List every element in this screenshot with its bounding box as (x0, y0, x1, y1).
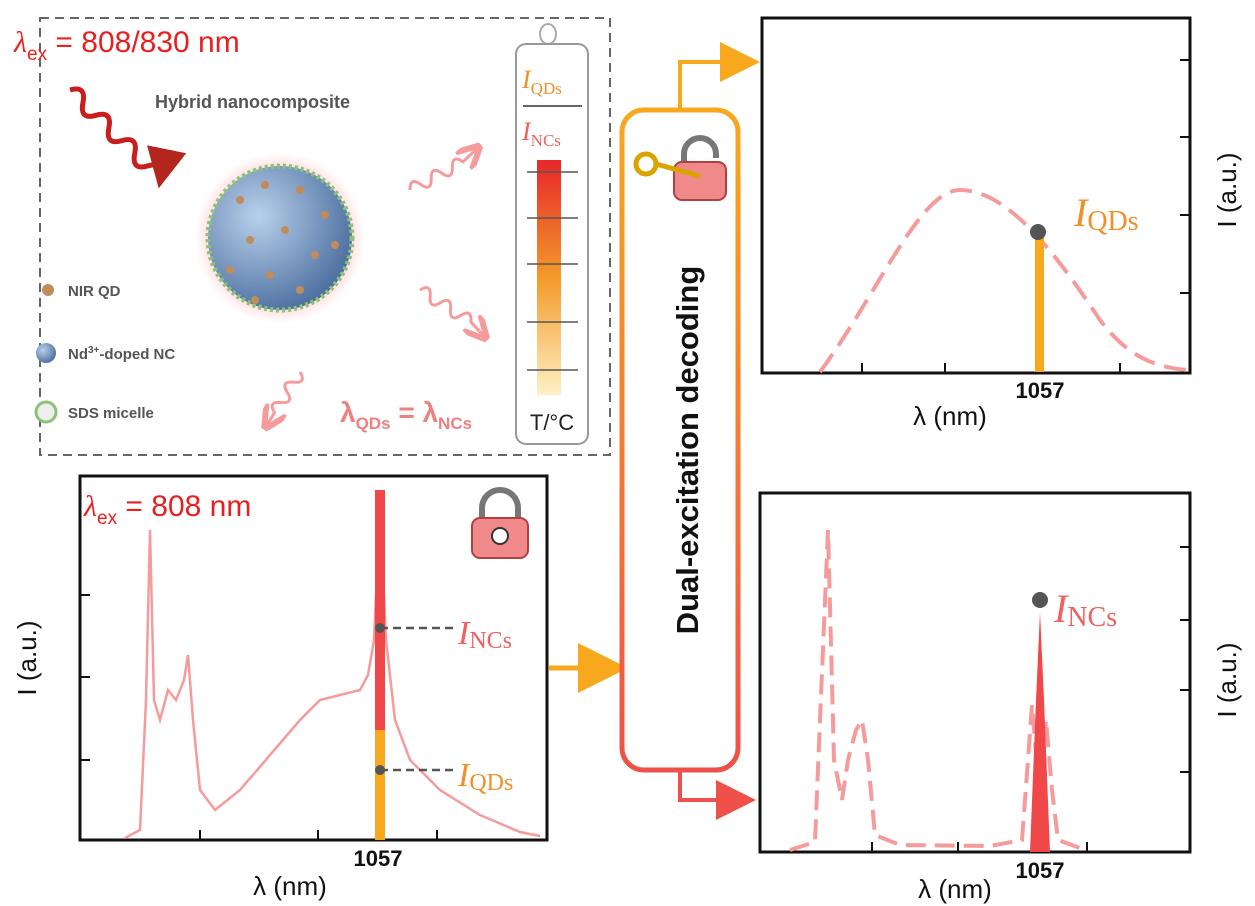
title: Hybrid nanocomposite (155, 92, 350, 112)
qds-intensity (1035, 232, 1044, 372)
equality: λQDs = λNCs (340, 397, 472, 433)
subscript: NCs (531, 131, 561, 150)
subscript: QDs (356, 414, 391, 433)
subscript: ex (97, 508, 118, 529)
x-axis-label: λ (nm) (918, 874, 992, 904)
thermo-label: T/°C (530, 410, 574, 435)
symbol: λ (422, 397, 438, 428)
x-axis-label: λ (nm) (913, 401, 987, 431)
y-axis-label: I (a.u.) (1212, 152, 1242, 227)
text: = 808/830 nm (47, 26, 240, 59)
body: λex = 808/830 nm Hybrid nanocomposite NI… (0, 0, 1255, 906)
ncs-point (375, 623, 385, 633)
y-axis-label: I (a.u.) (12, 620, 42, 695)
qds-frame (762, 18, 1190, 373)
symbol: λ (83, 490, 97, 523)
qds-point (1030, 224, 1046, 240)
legend-label: NIR QD (68, 283, 121, 300)
excitation-label: λex = 808/830 nm (13, 26, 240, 65)
superscript: 3+ (88, 345, 100, 356)
ncs-point (1032, 592, 1048, 608)
y-axis-label: I (a.u.) (1212, 642, 1242, 717)
subscript: NCs (438, 414, 472, 433)
qds-point (375, 765, 385, 775)
page: { "top_panel": { "excitation": {"symbol"… (0, 0, 1255, 906)
nanocomposite (208, 166, 352, 310)
legend-label: Nd3+-doped NC (68, 345, 175, 363)
output-arrow (680, 770, 748, 800)
nc-icon (36, 343, 56, 363)
micelle-icon (36, 402, 56, 422)
x-marker: 1057 (354, 846, 403, 871)
thermo-scale (537, 160, 561, 395)
x-marker: 1057 (1016, 858, 1065, 883)
text: = 808 nm (117, 490, 251, 523)
suffix: -doped NC (99, 346, 175, 363)
diagram: λex = 808/830 nm Hybrid nanocomposite NI… (0, 0, 1255, 906)
subscript: NCs (1067, 602, 1117, 633)
subscript: QDs (1087, 206, 1138, 237)
symbol: λ (13, 26, 27, 59)
output-arrow (680, 62, 752, 110)
symbol: λ (340, 397, 356, 428)
qd-icon (42, 284, 54, 296)
legend-label: SDS micelle (68, 405, 154, 422)
text: = (391, 397, 423, 428)
subscript: QDs (469, 770, 513, 796)
thermo-hook (540, 24, 556, 44)
x-axis-label: λ (nm) (253, 871, 327, 901)
x-marker: 1057 (1016, 378, 1065, 403)
decoder-label: Dual-excitation decoding (670, 266, 705, 635)
ncs-frame (760, 493, 1190, 852)
subscript: NCs (469, 628, 512, 654)
ncs-band (375, 490, 385, 730)
label: Nd (68, 346, 88, 363)
qds-band (375, 730, 385, 840)
subscript: QDs (531, 79, 562, 98)
subscript: ex (27, 44, 48, 65)
